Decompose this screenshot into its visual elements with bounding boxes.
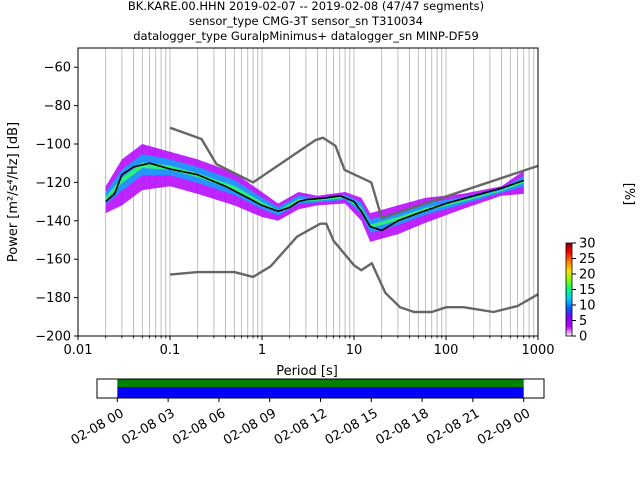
x-tick-label: 100 — [434, 343, 459, 358]
y-tick-label: −60 — [44, 61, 71, 76]
y-axis-ticks: −60 −80 −100 −120 −140 −160 −180 −200 — [35, 61, 78, 345]
coverage-tick-label: 02-08 06 — [170, 406, 228, 448]
coverage-data-bar — [117, 387, 524, 398]
colorbar-tick-label: 5 — [579, 314, 587, 329]
y-tick-label: −180 — [35, 291, 71, 306]
x-axis-label: Period [s] — [276, 364, 338, 379]
y-tick-label: −100 — [35, 138, 71, 153]
colorbar-tick-label: 30 — [579, 237, 596, 252]
colorbar-tick-label: 20 — [579, 268, 596, 283]
coverage-tick-label: 02-08 03 — [119, 406, 177, 448]
high-noise-model-line — [169, 126, 539, 220]
coverage-tick-label: 02-08 09 — [221, 406, 279, 448]
x-axis-ticks: 0.01 0.1 1 10 100 1000 — [64, 336, 555, 358]
colorbar — [565, 242, 573, 337]
coverage-tick-label: 02-08 18 — [373, 406, 431, 448]
coverage-tick-label: 02-08 00 — [69, 406, 127, 448]
low-noise-model-line — [169, 222, 539, 314]
density-band-core — [105, 162, 524, 229]
title-line-2: sensor_type CMG-3T sensor_sn T310034 — [189, 14, 423, 28]
colorbar-tick-label: 10 — [579, 299, 596, 314]
coverage-tick-label: 02-09 00 — [475, 406, 533, 448]
y-tick-label: −160 — [35, 253, 71, 268]
x-tick-label: 0.01 — [64, 343, 93, 358]
chart-title: BK.KARE.00.HHN 2019-02-07 -- 2019-02-08 … — [128, 0, 484, 43]
title-line-3: datalogger_type GuralpMinimus+ datalogge… — [133, 29, 479, 43]
x-tick-label: 10 — [346, 343, 363, 358]
plot-lines — [105, 126, 539, 314]
mode-line — [105, 162, 524, 232]
coverage-tick-label: 02-08 21 — [424, 406, 482, 448]
y-tick-label: −200 — [35, 330, 71, 345]
colorbar-tick-label: 0 — [579, 330, 587, 345]
y-tick-label: −140 — [35, 214, 71, 229]
coverage-segments-bar — [117, 379, 524, 387]
colorbar-label: [%] — [621, 183, 636, 206]
coverage-tick-label: 02-08 12 — [272, 406, 330, 448]
y-axis-label: Power [m²/s⁴/Hz] [dB] — [6, 122, 21, 262]
x-tick-label: 1 — [258, 343, 266, 358]
coverage-tick-label: 02-08 15 — [323, 406, 381, 448]
data-coverage-bar — [117, 379, 524, 398]
plot-grid — [105, 48, 535, 336]
title-line-1: BK.KARE.00.HHN 2019-02-07 -- 2019-02-08 … — [128, 0, 484, 13]
y-tick-label: −120 — [35, 176, 71, 191]
plot-frame — [77, 47, 539, 337]
y-tick-label: −80 — [44, 99, 71, 114]
x-tick-label: 0.1 — [160, 343, 181, 358]
colorbar-tick-label: 15 — [579, 283, 596, 298]
x-tick-label: 1000 — [521, 343, 554, 358]
density-band-outer — [105, 144, 524, 242]
colorbar-tick-label: 25 — [579, 252, 596, 267]
